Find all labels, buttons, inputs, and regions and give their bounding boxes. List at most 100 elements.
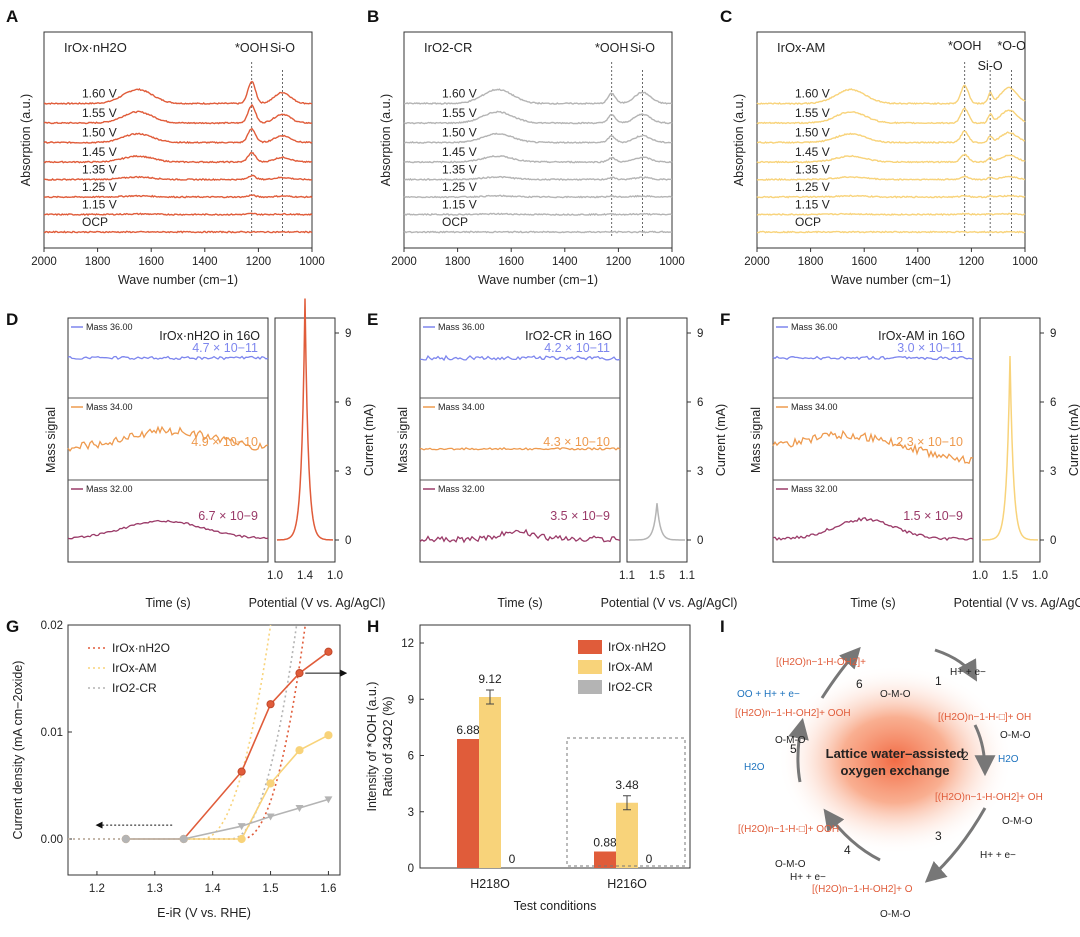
- oms-oh2-o: O-M-O: [880, 909, 911, 920]
- voltage-label: 1.55 V: [82, 106, 117, 120]
- y-axis-label: Ratio of 34O2 (%): [381, 696, 395, 796]
- bar-value-label: 0: [509, 852, 516, 866]
- y-tick-label: 0: [408, 863, 414, 875]
- spectrum-line: [756, 84, 1026, 106]
- mass-label: Mass 34.00: [791, 402, 838, 412]
- series-marker: [295, 746, 304, 755]
- x-axis-label-right: Potential (V vs. Ag/AgCl): [249, 596, 386, 610]
- x-tick-label: 2000: [31, 256, 57, 268]
- x-tick-label: 1.2: [89, 883, 105, 895]
- spectrum-line: [403, 212, 673, 217]
- signal-value: 2.3 × 10−10: [896, 435, 963, 449]
- spectrum-line: [43, 151, 313, 164]
- peak-annotation: *OOH: [595, 41, 628, 55]
- h2o-in-2: H2O: [998, 754, 1019, 765]
- current-frame: [274, 317, 336, 563]
- voltage-label: 1.25 V: [795, 180, 830, 194]
- x-axis-label-right: Potential (V vs. Ag/AgCl): [601, 596, 738, 610]
- y-axis-label: Mass signal: [749, 407, 763, 473]
- series-marker: [324, 647, 333, 656]
- y-tick-label: 6: [1050, 397, 1056, 409]
- legend-label: IrOx-AM: [608, 660, 653, 674]
- plot-frame: [67, 624, 341, 876]
- panel-g-chart: 1.2 1.3 1.4 1.5 1.6 0.00 0.01 0.02 E-iR (V vs. R…: [11, 620, 348, 920]
- legend-swatch: [578, 660, 602, 674]
- x-tick-label: 1.0: [327, 570, 343, 582]
- panel-letter-d: D: [6, 310, 18, 329]
- species-top: [(H2O)n−1-H-OH2]+: [776, 657, 866, 668]
- y-tick-label: 9: [345, 328, 351, 340]
- series-marker: [266, 813, 275, 821]
- peak-annotation: *OOH: [948, 39, 981, 53]
- signal-value: 3.5 × 10−9: [550, 509, 610, 523]
- spectrum-line: [43, 103, 313, 125]
- cycle-arrow-5: [788, 717, 809, 783]
- current-peak-line: [276, 298, 334, 541]
- y-tick-label: 0: [697, 535, 703, 547]
- x-tick-label: 1400: [905, 256, 931, 268]
- bar-value-label: 0: [646, 852, 653, 866]
- panel-h-chart: 0 3 6 9 12 Intensity of *OOH (a.u.) Ratio of 3…: [365, 624, 691, 913]
- x-tick-label: 1400: [192, 256, 218, 268]
- spectrum-line: [403, 88, 673, 105]
- oh2-ooh: [(H2O)n−1-H-OH2]+ OOH: [735, 708, 851, 719]
- voltage-label: 1.45 V: [442, 145, 477, 159]
- x-tick-label: 1800: [798, 256, 824, 268]
- panel-title: IrO2-CR: [424, 40, 472, 55]
- x-tick-label: 1200: [606, 256, 632, 268]
- mass-frame: [67, 317, 269, 563]
- mass-label: Mass 32.00: [791, 484, 838, 494]
- step-2: 2: [962, 749, 969, 763]
- cycle-arrow-3: [924, 807, 987, 883]
- mass-signal-line: [772, 429, 974, 465]
- panel-title: IrOx·nH2O in 16O: [159, 329, 260, 343]
- glow-core: [777, 665, 1013, 855]
- spectrum-line: [43, 194, 313, 199]
- y-axis-label: Current density (mA cm−2oxide): [11, 661, 25, 840]
- y-axis-label: Absorption (a.u.): [732, 94, 746, 186]
- scheme-title-1: Lattice water–assisted: [826, 746, 965, 761]
- voltage-label: 1.25 V: [442, 180, 477, 194]
- y-axis-label-right: Current (mA): [714, 404, 728, 476]
- voltage-label: 1.25 V: [82, 180, 117, 194]
- mass-frame: [772, 317, 974, 563]
- x-tick-label: 1.0: [972, 570, 988, 582]
- category-label: H216O: [607, 877, 647, 891]
- panel-letter-h: H: [367, 617, 379, 636]
- scheme-title-2: oxygen exchange: [840, 763, 949, 778]
- spectrum-line: [756, 174, 1026, 182]
- panel-c-chart: 2000 1800 1600 1400 1200 1000 Wave number (cm−…: [732, 31, 1038, 287]
- x-tick-label: 2000: [744, 256, 770, 268]
- y-tick-label: 9: [697, 328, 703, 340]
- voltage-label: OCP: [795, 215, 821, 229]
- series-marker: [266, 779, 275, 788]
- panel-letter-c: C: [720, 7, 732, 26]
- vac-oh: [(H2O)n−1-H-□]+ OH: [938, 712, 1031, 723]
- y-tick-label: 0.01: [41, 727, 63, 739]
- series-marker: [324, 796, 333, 804]
- mass-label: Mass 36.00: [791, 322, 838, 332]
- mass-signal-line: [772, 516, 974, 541]
- x-axis-label: Wave number (cm−1): [118, 273, 238, 287]
- x-tick-label: 1.4: [205, 883, 222, 895]
- panel-letter-i: I: [720, 617, 725, 636]
- voltage-label: 1.50 V: [442, 126, 477, 140]
- h2o-in-5: H2O: [744, 762, 765, 773]
- oo-release: OO + H+ + e−: [737, 689, 800, 700]
- y-tick-label: 9: [408, 694, 414, 706]
- he-3: H+ + e−: [980, 850, 1016, 861]
- mass-signal-line: [772, 355, 974, 361]
- oh2-oh: [(H2O)n−1-H-OH2]+ OH: [935, 792, 1043, 803]
- mass-signal-line: [420, 354, 621, 362]
- voltage-label: 1.60 V: [82, 87, 117, 101]
- voltage-label: 1.35 V: [795, 163, 830, 177]
- voltage-label: 1.45 V: [82, 145, 117, 159]
- y-axis-label: Mass signal: [44, 407, 58, 473]
- legend-label: IrOx-AM: [112, 661, 157, 675]
- mass-label: Mass 36.00: [438, 322, 485, 332]
- y-tick-label: 0: [345, 535, 351, 547]
- current-peak-line: [629, 503, 685, 541]
- voltage-label: 1.15 V: [82, 198, 117, 212]
- oms-vac-ooh: O-M-O: [775, 859, 806, 870]
